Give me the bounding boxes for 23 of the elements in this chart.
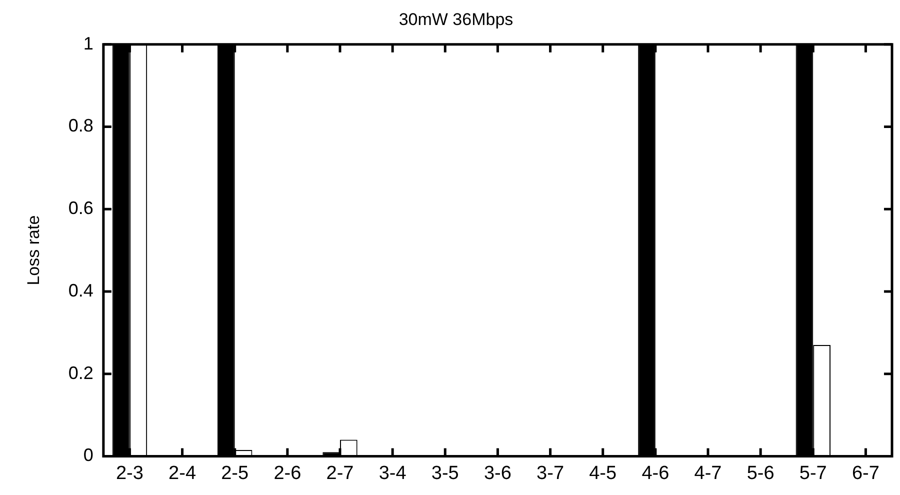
y-tick-label: 1 bbox=[83, 33, 94, 54]
y-tick-label: 0.2 bbox=[68, 362, 94, 383]
x-tick-label: 2-7 bbox=[326, 462, 354, 484]
x-tick-label: 3-7 bbox=[536, 462, 564, 484]
x-tick-label: 5-7 bbox=[799, 462, 827, 484]
x-tick-label: 6-7 bbox=[852, 462, 880, 484]
chart-title: 30mW 36Mbps bbox=[398, 10, 514, 29]
y-tick-label: 0.8 bbox=[68, 116, 94, 136]
x-tick-label: 4-6 bbox=[642, 462, 670, 484]
x-tick-label: 2-6 bbox=[274, 462, 302, 484]
y-axis-title: Loss rate bbox=[24, 215, 43, 286]
x-tick-label: 4-5 bbox=[589, 462, 617, 484]
x-tick-label: 3-6 bbox=[484, 462, 512, 484]
x-tick-label: 5-6 bbox=[746, 462, 774, 484]
x-tick-label: 2-5 bbox=[221, 462, 249, 484]
x-tick-label: 2-3 bbox=[116, 462, 144, 484]
y-tick-label: 0 bbox=[83, 445, 94, 466]
x-tick-label: 3-5 bbox=[431, 462, 459, 484]
x-tick-label: 3-4 bbox=[378, 462, 407, 484]
y-tick-label: 0.4 bbox=[68, 280, 94, 300]
x-tick-label: 2-4 bbox=[168, 462, 196, 484]
x-tick-label: 4-7 bbox=[694, 462, 722, 484]
y-tick-label: 0.6 bbox=[68, 198, 94, 218]
